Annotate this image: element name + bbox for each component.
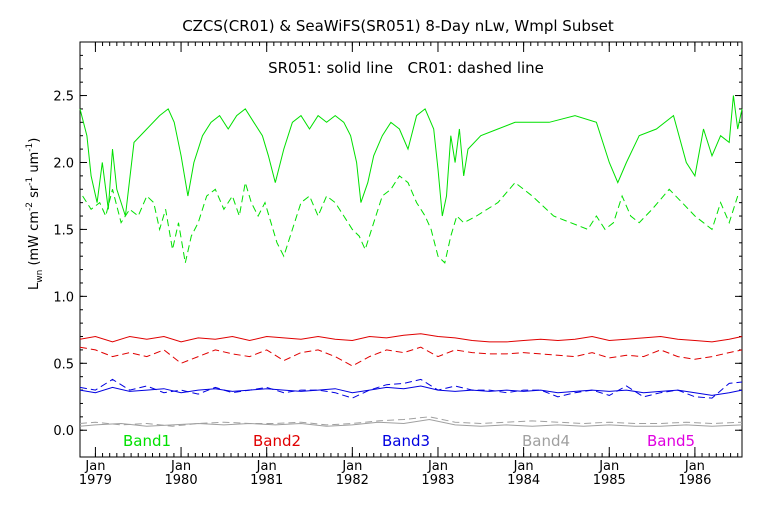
chart-subtitle: SR051: solid line CR01: dashed line xyxy=(268,59,544,77)
x-tick-year: 1981 xyxy=(250,473,283,488)
series-band3-dashed xyxy=(79,378,743,399)
y-tick-label: 2.5 xyxy=(53,90,74,105)
x-tick-year: 1986 xyxy=(678,473,711,488)
legend-band4: Band4 xyxy=(522,432,570,450)
y-axis-label-subscript: wn xyxy=(35,270,45,283)
legend: Band1 Band2 Band3 Band4 Band5 xyxy=(123,432,695,450)
x-tick-year: 1979 xyxy=(79,473,112,488)
y-tick-label: 0.0 xyxy=(53,424,74,439)
plot-frame xyxy=(79,41,743,458)
legend-band3: Band3 xyxy=(382,432,430,450)
series-band2-dashed xyxy=(79,346,743,367)
y-tick-label: 2.0 xyxy=(53,156,74,171)
legend-band1: Band1 xyxy=(123,432,171,450)
x-tick-year: 1984 xyxy=(507,473,540,488)
y-axis-label: Lwn (mW cm-2 sr-1 um-1) xyxy=(25,138,45,290)
x-tick-month: Jan xyxy=(256,459,277,474)
x-tick-year: 1980 xyxy=(165,473,198,488)
series-band4-solid xyxy=(79,418,743,427)
y-tick-label: 1.0 xyxy=(53,290,74,305)
y-axis-label-unit-sr: sr xyxy=(27,185,42,202)
legend-band5: Band5 xyxy=(647,432,695,450)
x-axis: Jan1979Jan1980Jan1981Jan1982Jan1983Jan19… xyxy=(79,42,739,488)
series-band2-solid xyxy=(79,333,743,343)
x-tick-month: Jan xyxy=(684,459,705,474)
chart-title: CZCS(CR01) & SeaWiFS(SR051) 8-Day nLw, W… xyxy=(182,17,614,35)
y-axis: 0.0 0.5 1.0 1.5 2.0 2.5 xyxy=(53,54,742,439)
y-tick-label: 0.5 xyxy=(53,357,74,372)
y-axis-label-exponent-2: -1 xyxy=(25,177,35,186)
y-axis-label-unit-um: um xyxy=(27,152,42,177)
y-axis-label-units: (mW cm xyxy=(27,211,42,270)
series-band4-dashed xyxy=(79,416,743,427)
y-axis-label-close: ) xyxy=(27,138,42,143)
y-axis-label-exponent-3: -1 xyxy=(25,143,35,152)
x-tick-year: 1985 xyxy=(593,473,626,488)
x-tick-year: 1983 xyxy=(421,473,454,488)
x-tick-month: Jan xyxy=(598,459,619,474)
series-band1-dashed xyxy=(82,175,739,264)
x-tick-month: Jan xyxy=(84,459,105,474)
x-tick-month: Jan xyxy=(427,459,448,474)
y-axis-label-exponent-1: -2 xyxy=(25,202,35,211)
y-axis-label-symbol: L xyxy=(27,282,42,290)
series-band3-solid xyxy=(79,385,743,396)
y-tick-label: 1.5 xyxy=(53,223,74,238)
series-lines xyxy=(79,95,743,427)
x-tick-month: Jan xyxy=(341,459,362,474)
x-tick-month: Jan xyxy=(513,459,534,474)
x-tick-month: Jan xyxy=(170,459,191,474)
series-band1-solid xyxy=(79,95,743,217)
legend-band2: Band2 xyxy=(253,432,301,450)
x-tick-year: 1982 xyxy=(336,473,369,488)
